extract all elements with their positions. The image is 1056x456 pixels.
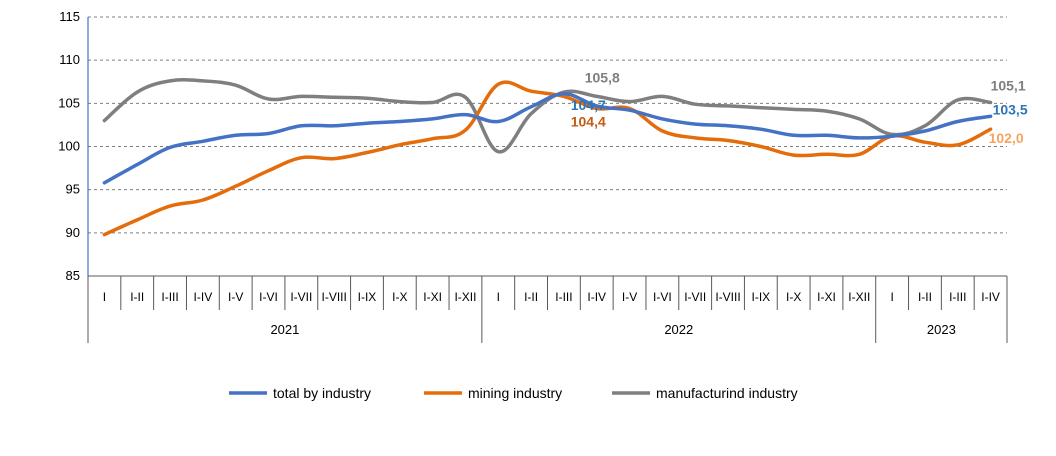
x-tick-label: I-IV xyxy=(194,290,213,304)
x-tick-label: I-VIII xyxy=(715,290,740,304)
data-label: 105,1 xyxy=(991,77,1026,93)
x-tick-label: I-X xyxy=(786,290,801,304)
legend-label: mining industry xyxy=(468,385,562,401)
x-tick-label: I-VI xyxy=(653,290,672,304)
y-axis: 85 90 95 100 105 110 115 xyxy=(58,9,89,283)
legend-label: manufacturind industry xyxy=(656,385,798,401)
x-tick-label: I-X xyxy=(392,290,407,304)
legend: total by industry mining industry manufact… xyxy=(229,385,798,401)
x-tick-label: I-III xyxy=(949,290,966,304)
x-tick-label: I-IX xyxy=(358,290,377,304)
series-lines xyxy=(102,78,993,237)
y-tick-label: 110 xyxy=(59,52,80,67)
x-tick-label: I-VII xyxy=(684,290,706,304)
x-tick-label: I-IV xyxy=(981,290,1000,304)
data-label: 104,7 xyxy=(571,97,606,113)
year-label: 2021 xyxy=(270,322,299,337)
x-tick-label: I xyxy=(103,290,106,304)
x-tick-label: I-XI xyxy=(423,290,442,304)
x-tick-label: I-II xyxy=(918,290,932,304)
x-tick-label: I-XII xyxy=(454,290,476,304)
x-tick-label: I-VII xyxy=(290,290,312,304)
series-line-manufacturind-industry xyxy=(102,78,993,154)
x-tick-label: I-III xyxy=(161,290,178,304)
x-tick-label: I-V xyxy=(228,290,243,304)
data-label: 102,0 xyxy=(989,130,1024,146)
x-tick-label: I xyxy=(890,290,893,304)
x-tick-label: I-IV xyxy=(587,290,606,304)
x-tick-label: I-XI xyxy=(817,290,836,304)
year-label: 2023 xyxy=(927,322,956,337)
legend-label: total by industry xyxy=(273,385,371,401)
y-tick-label: 90 xyxy=(66,225,80,240)
x-axis: I I-II I-III I-IV I-V I-VI I-VII I-VIII I-IX I-X I… xyxy=(87,275,1008,343)
year-label: 2022 xyxy=(664,322,693,337)
y-tick-label: 95 xyxy=(66,182,80,197)
x-tick-label: I-VIII xyxy=(321,290,346,304)
x-tick-label: I xyxy=(497,290,500,304)
y-tick-label: 105 xyxy=(58,95,80,110)
x-tick-label: I-VI xyxy=(259,290,278,304)
y-tick-label: 100 xyxy=(58,139,80,154)
x-tick-label: I-III xyxy=(555,290,572,304)
x-tick-label: I-II xyxy=(524,290,538,304)
y-tick-label: 115 xyxy=(59,9,80,24)
x-tick-label: I-XII xyxy=(848,290,870,304)
x-tick-label: I-IX xyxy=(752,290,771,304)
series-line-mining-industry xyxy=(102,80,993,237)
data-label: 103,5 xyxy=(993,101,1028,117)
x-tick-label: I-II xyxy=(130,290,144,304)
series-line-total-by-industry xyxy=(102,92,993,185)
x-tick-label: I-V xyxy=(622,290,637,304)
data-label: 104,4 xyxy=(571,114,606,130)
y-tick-label: 85 xyxy=(66,268,80,283)
data-label: 105,8 xyxy=(585,69,620,85)
